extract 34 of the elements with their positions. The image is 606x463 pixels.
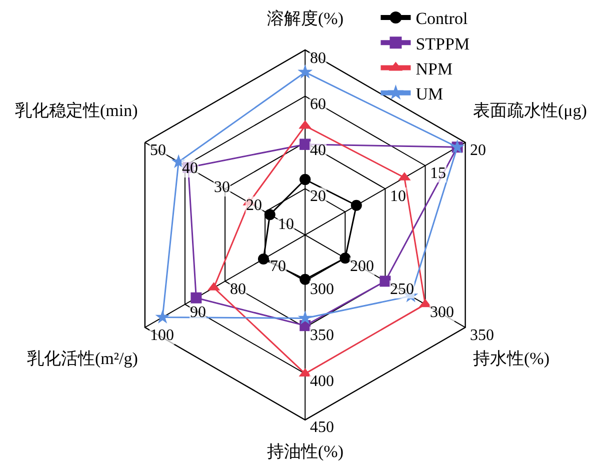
text: 30 [214,179,230,196]
text: 100 [150,327,174,344]
text: 20 [310,188,326,205]
text: 80 [310,50,326,67]
legend-label: Control [416,9,468,28]
spoke-label: 表面疏水性(μg) [473,101,587,120]
text: 20 [470,142,486,159]
text: 50 [150,142,166,159]
text: 350 [310,327,334,344]
text: 400 [310,373,334,390]
text: 300 [430,304,454,321]
spoke-label: 持油性(%) [267,442,344,461]
legend-label: NPM [416,59,453,78]
text: 60 [310,96,326,113]
text: 450 [310,419,334,436]
text: 90 [190,304,206,321]
spoke-label: 乳化稳定性(min) [15,101,138,120]
text: 200 [350,258,374,275]
text: 40 [310,142,326,159]
text: 10 [390,188,406,205]
text: 70 [270,258,286,275]
text: 80 [230,281,246,298]
text: 250 [390,281,414,298]
legend-label: STPPM [416,34,470,54]
text: 15 [430,165,446,182]
text: 300 [310,281,334,298]
text: 350 [470,327,494,344]
text: 40 [182,160,198,177]
text: 10 [278,216,294,233]
spoke-label: 乳化活性(m²/g) [27,349,138,368]
spoke-label: 持水性(%) [473,349,550,368]
legend-label: UM [416,84,444,104]
spoke-label: 溶解度(%) [267,9,344,28]
text: 20 [246,197,262,214]
